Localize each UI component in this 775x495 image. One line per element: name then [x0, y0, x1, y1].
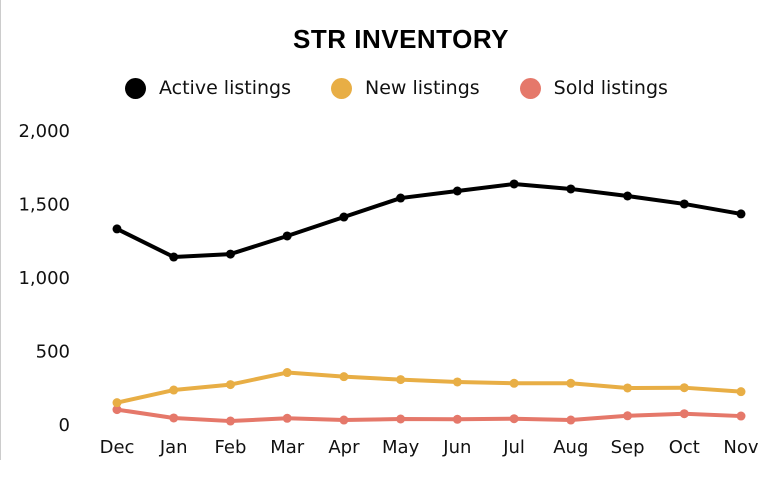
- left-border: [0, 0, 1, 460]
- data-point: [396, 193, 406, 203]
- data-point: [282, 413, 292, 423]
- data-point: [566, 415, 576, 425]
- legend: Active listings New listings Sold listin…: [125, 77, 708, 99]
- data-point: [679, 383, 689, 393]
- data-point: [169, 413, 179, 423]
- data-point: [169, 252, 179, 262]
- y-tick-label: 500: [36, 342, 70, 363]
- data-point: [396, 414, 406, 424]
- legend-dot-sold: [519, 77, 541, 99]
- data-point: [225, 380, 235, 390]
- legend-item-active: Active listings: [125, 77, 291, 99]
- legend-dot-new: [331, 77, 352, 99]
- data-point: [509, 179, 519, 189]
- legend-dot-active: [125, 77, 146, 99]
- series-line-0: [116, 181, 742, 260]
- data-point: [623, 191, 633, 201]
- data-point: [225, 249, 235, 259]
- y-tick-label: 1,500: [18, 195, 70, 216]
- chart-title: STR INVENTORY: [293, 24, 509, 54]
- x-tick-label: May: [382, 437, 420, 458]
- data-point: [736, 387, 746, 397]
- x-tick-label: Sep: [611, 437, 645, 458]
- legend-label: Sold listings: [553, 77, 668, 99]
- y-tick-label: 1,000: [18, 268, 70, 289]
- x-tick-label: Mar: [270, 437, 305, 458]
- data-point: [452, 377, 462, 387]
- x-tick-label: Oct: [669, 437, 700, 458]
- data-point: [282, 231, 292, 241]
- data-point: [112, 405, 122, 415]
- data-point: [339, 415, 349, 425]
- x-tick-label: Apr: [328, 437, 360, 458]
- data-point: [225, 416, 235, 426]
- x-tick-label: Jan: [159, 437, 188, 458]
- data-point: [396, 375, 406, 385]
- legend-label: Active listings: [159, 77, 291, 99]
- x-tick-label: Jul: [502, 437, 525, 458]
- data-point: [509, 378, 519, 388]
- data-point: [566, 378, 576, 388]
- x-tick-label: Jun: [442, 437, 471, 458]
- y-tick-label: 0: [59, 415, 70, 436]
- y-tick-label: 2,000: [18, 121, 70, 142]
- x-tick-label: Dec: [100, 437, 135, 458]
- x-tick-label: Nov: [723, 437, 758, 458]
- data-point: [112, 398, 122, 408]
- data-point: [679, 409, 689, 419]
- data-point: [623, 383, 633, 393]
- data-point: [736, 411, 746, 421]
- data-point: [452, 186, 462, 196]
- data-point: [112, 224, 122, 234]
- data-point: [623, 411, 633, 421]
- data-point: [282, 368, 292, 378]
- data-point: [169, 385, 179, 395]
- data-point: [339, 372, 349, 382]
- data-point: [509, 414, 519, 424]
- x-tick-label: Aug: [553, 437, 588, 458]
- series-line-2: [116, 407, 742, 424]
- data-point: [679, 199, 689, 209]
- legend-item-new: New listings: [331, 77, 480, 99]
- data-point: [339, 212, 349, 222]
- data-point: [566, 184, 576, 194]
- legend-label: New listings: [365, 77, 480, 99]
- data-point: [452, 414, 462, 424]
- series-line-1: [116, 370, 742, 405]
- x-tick-label: Feb: [215, 437, 247, 458]
- data-point: [736, 209, 746, 219]
- legend-item-sold: Sold listings: [519, 77, 668, 99]
